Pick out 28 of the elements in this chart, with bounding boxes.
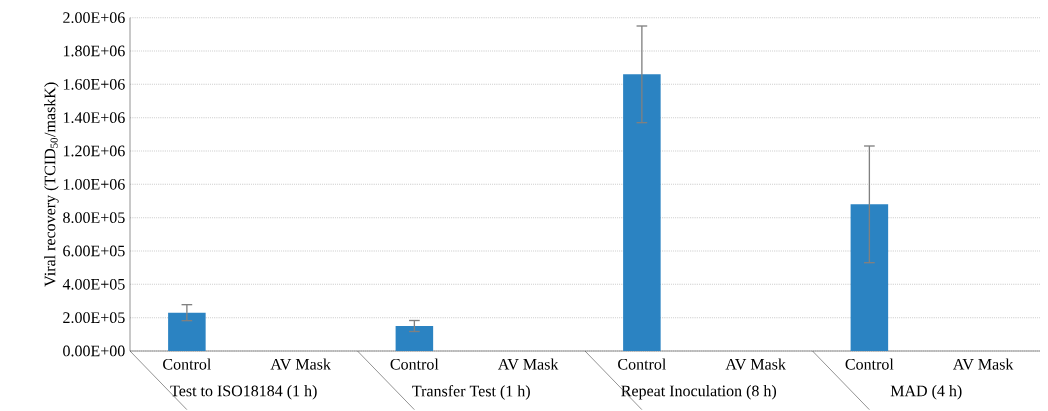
bar (395, 326, 434, 351)
y-tick-label: 2.00E+06 (63, 12, 125, 24)
x-tick-label: AV Mask (725, 358, 786, 370)
x-tick-label: Control (390, 358, 439, 370)
text: MAD (4 h) (890, 385, 962, 400)
x-tick-label: AV Mask (952, 358, 1014, 370)
text: Repeat Inoculation (8 h) (621, 385, 777, 400)
y-tick-label: 1.00E+06 (63, 178, 125, 190)
x-tick-label: AV Mask (270, 358, 331, 370)
y-tick-label: 6.00E+05 (63, 245, 125, 257)
bar (168, 312, 206, 351)
x-tick-label: Control (845, 358, 894, 370)
text: Transfer Test (1 h) (412, 385, 530, 400)
y-tick-label: 2.00E+05 (63, 312, 125, 324)
y-tick-label: 1.80E+06 (63, 45, 125, 57)
y-tick-label: 0.00E+00 (63, 345, 125, 357)
bar (850, 204, 889, 351)
y-tick-label: 1.40E+06 (63, 112, 125, 124)
y-tick-label: 1.60E+06 (63, 78, 125, 90)
x-tick-label: Control (163, 358, 211, 370)
x-tick-label: Control (618, 358, 666, 370)
y-tick-label: 8.00E+05 (63, 212, 125, 224)
y-tick-label: 1.20E+06 (63, 145, 125, 157)
y-axis-title: Viral recovery (TCID$_{50}$/maskK) (44, 82, 59, 287)
y-tick-label: 4.00E+05 (62, 278, 125, 290)
x-tick-label: AV Mask (497, 358, 559, 370)
text: Test to ISO18184 (1 h) (170, 385, 317, 400)
bar (623, 74, 661, 351)
